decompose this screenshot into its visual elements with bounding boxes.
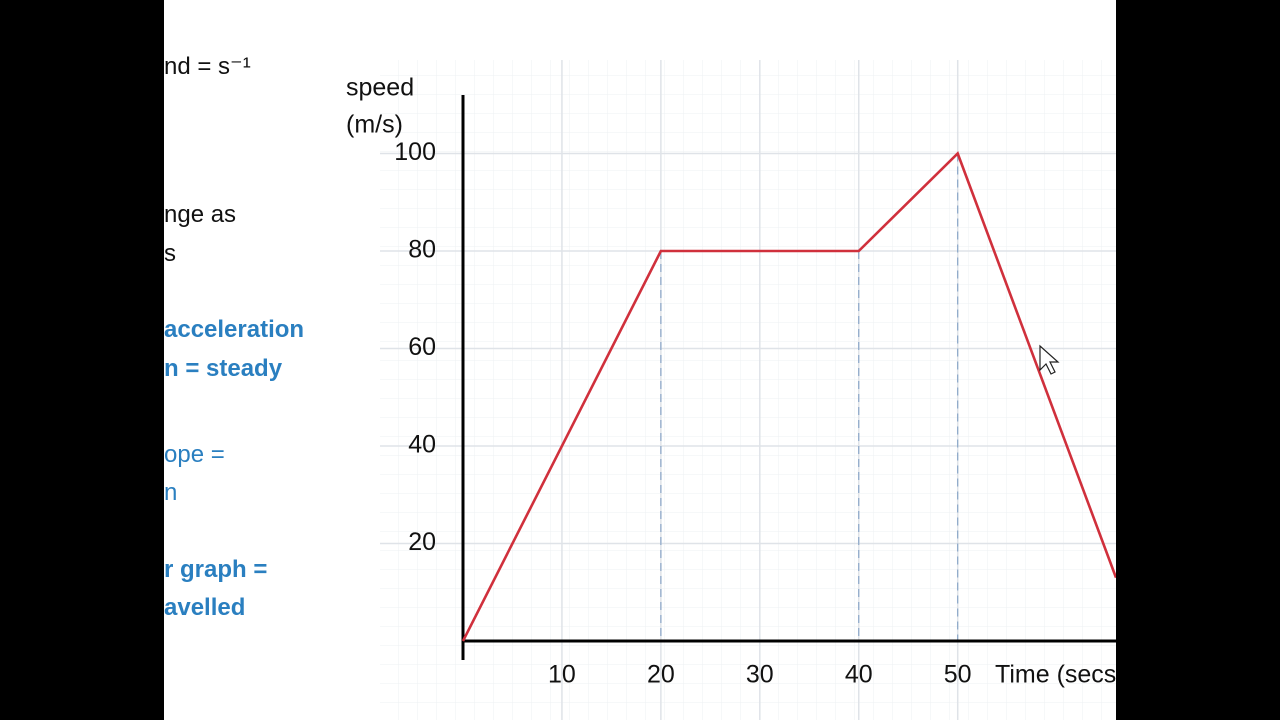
x-tick-label: 30 (746, 661, 774, 689)
x-tick-label: 20 (647, 661, 675, 689)
side-note: n = steady (164, 355, 283, 382)
side-note: acceleration (164, 316, 305, 343)
side-note: avelled (164, 594, 246, 621)
y-axis-label: speed (346, 74, 414, 102)
y-tick-label: 40 (408, 431, 436, 459)
side-note: r graph = (164, 556, 268, 583)
speed-line (461, 151, 1116, 642)
plot: 20 40 60 80 100 10 20 30 40 50 speed (m/s) Time (sec… (346, 60, 1125, 720)
cursor (1039, 344, 1060, 375)
x-tick-label: 50 (944, 661, 972, 689)
y-tick-label: 20 (408, 528, 436, 556)
x-tick-label: 10 (548, 661, 576, 689)
x-axis-label: Time (secs) (995, 661, 1125, 689)
y-tick-label: 60 (408, 333, 436, 361)
side-note: nge as (164, 201, 237, 228)
y-tick-label: 80 (408, 236, 436, 264)
y-axis-label: (m/s) (346, 111, 403, 139)
side-note: ope = (164, 441, 225, 468)
y-tick-label: 100 (394, 138, 436, 166)
side-note: n (164, 479, 178, 506)
side-note: s (164, 240, 176, 267)
x-tick-label: 40 (845, 661, 873, 689)
side-note: nd = s⁻¹ (164, 53, 251, 80)
fine-grid (380, 60, 1116, 720)
